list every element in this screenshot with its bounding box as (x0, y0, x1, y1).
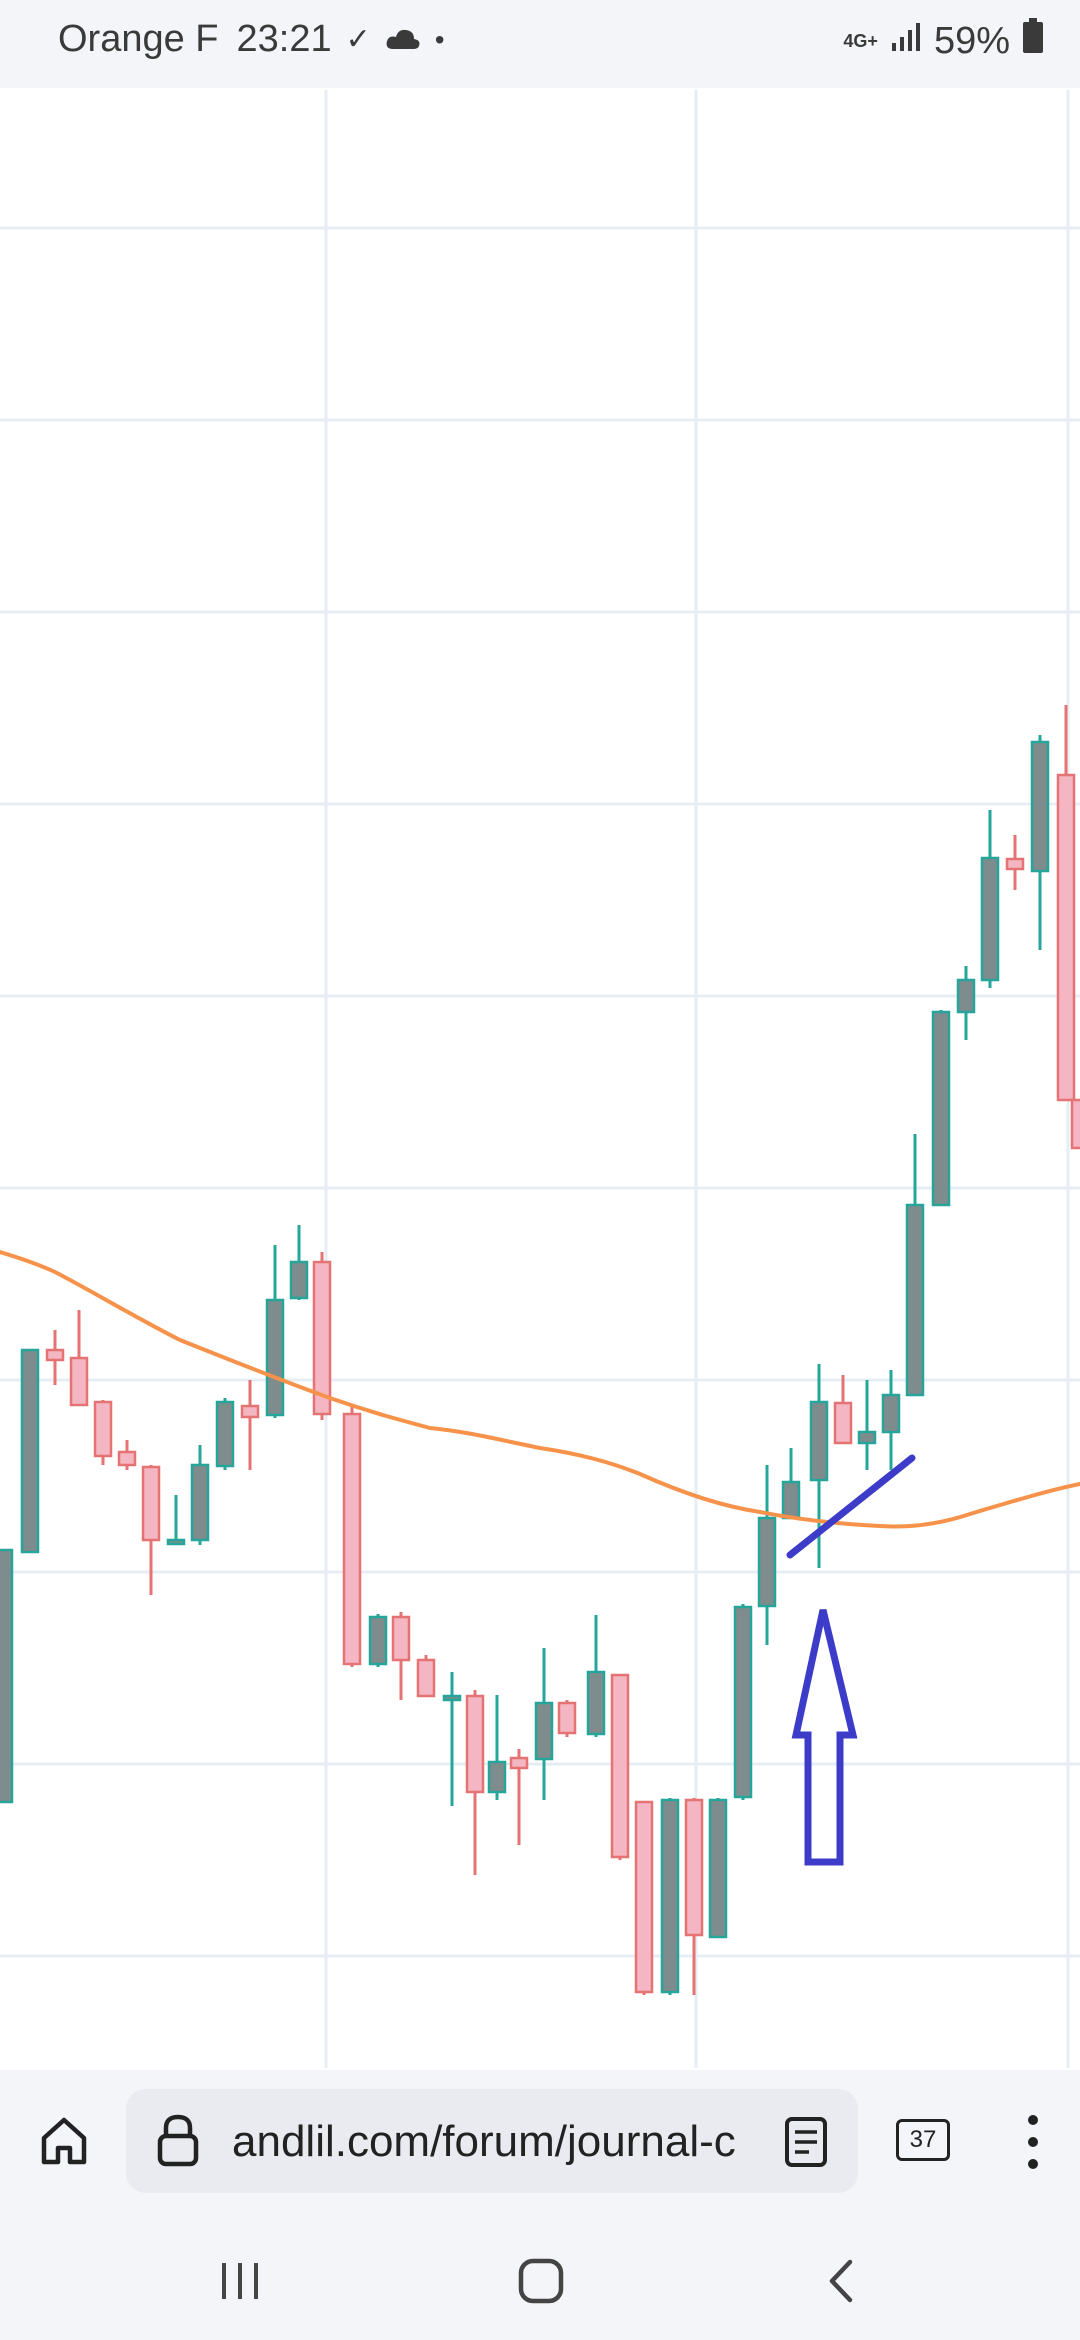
network-type: 4G+ (843, 30, 878, 51)
candle-body (312, 1260, 332, 1416)
battery-icon (1022, 18, 1044, 64)
url-bar[interactable] (126, 2089, 858, 2193)
url-text[interactable]: andlil.com/forum/journal-c (232, 2117, 736, 2166)
candle-body (0, 1548, 14, 1804)
dot-icon: • (434, 23, 445, 55)
price-chart[interactable] (0, 88, 1080, 2068)
candle-body (733, 1605, 753, 1799)
candle-body (416, 1658, 436, 1698)
home-icon (41, 2117, 87, 2165)
candle-body (905, 1203, 925, 1397)
status-bar: Orange F 23:21 ✓ • 4G+ 59% (0, 0, 1080, 88)
status-left: Orange F 23:21 ✓ • (58, 18, 445, 61)
menu-button[interactable] (1020, 2112, 1046, 2176)
moving-average-line (0, 1250, 1080, 1529)
more-vert-icon (1028, 2115, 1038, 2169)
candlestick-chart-canvas[interactable] (0, 88, 1080, 2068)
candle-body (69, 1356, 89, 1407)
candle-body (141, 1465, 161, 1542)
candle-body (857, 1430, 877, 1445)
home-nav-button[interactable] (516, 2256, 566, 2306)
status-right: 4G+ 59% (843, 18, 1044, 64)
candle-body (684, 1798, 704, 1937)
tabs-button[interactable]: 37 (896, 2119, 950, 2161)
candle-body (1030, 740, 1050, 873)
candle-body (956, 978, 976, 1014)
check-icon: ✓ (345, 23, 371, 56)
candle-body (190, 1463, 210, 1542)
candle-body (660, 1798, 680, 1994)
candle-body (20, 1348, 40, 1554)
candle-body (465, 1694, 485, 1794)
candle-body (391, 1615, 411, 1662)
candle-body (289, 1260, 309, 1300)
back-button[interactable] (826, 2258, 856, 2304)
reader-mode-icon (785, 2117, 827, 2167)
candle-body (708, 1798, 728, 1939)
clock: 23:21 (236, 18, 332, 60)
recents-button[interactable] (216, 2259, 264, 2303)
candle-body (45, 1348, 65, 1362)
candle-body (634, 1800, 654, 1994)
arrow-up-annotation (791, 1609, 858, 1866)
back-icon (829, 2259, 853, 2303)
candle-body (368, 1615, 388, 1666)
candle-body (586, 1670, 606, 1736)
candle-body (534, 1701, 554, 1761)
candle-body (757, 1516, 777, 1608)
candle-body (215, 1400, 235, 1468)
candle-body (487, 1760, 507, 1794)
candle-body (166, 1538, 186, 1546)
home-button[interactable] (36, 2112, 92, 2168)
candle-body (931, 1010, 951, 1207)
cloud-icon (385, 18, 421, 61)
candle-body (610, 1673, 630, 1859)
candle-body (1056, 773, 1076, 1102)
recents-icon (222, 2263, 258, 2299)
candle-body (833, 1401, 853, 1445)
system-nav-bar (0, 2220, 1080, 2340)
candle-body (442, 1694, 462, 1702)
signal-icon (890, 20, 922, 63)
lock-icon (154, 2112, 202, 2168)
candle-body (1005, 857, 1025, 871)
carrier-name: Orange F (58, 18, 219, 60)
candle-body (117, 1450, 137, 1467)
candle-body (509, 1756, 529, 1770)
reader-mode-button[interactable] (784, 2116, 828, 2168)
candle-body (93, 1400, 113, 1458)
candle-body (240, 1404, 260, 1419)
battery-percent: 59% (933, 19, 1010, 62)
candle-body (781, 1480, 801, 1520)
candle-body (342, 1412, 362, 1666)
candle-body (980, 856, 1000, 982)
candle-body (265, 1298, 285, 1417)
candle-body (557, 1701, 577, 1735)
home-nav-icon (518, 2258, 564, 2304)
candle-body (809, 1400, 829, 1482)
trend-line-annotation (786, 1454, 916, 1559)
candle-body (881, 1393, 901, 1434)
candle-body (1070, 1098, 1080, 1150)
